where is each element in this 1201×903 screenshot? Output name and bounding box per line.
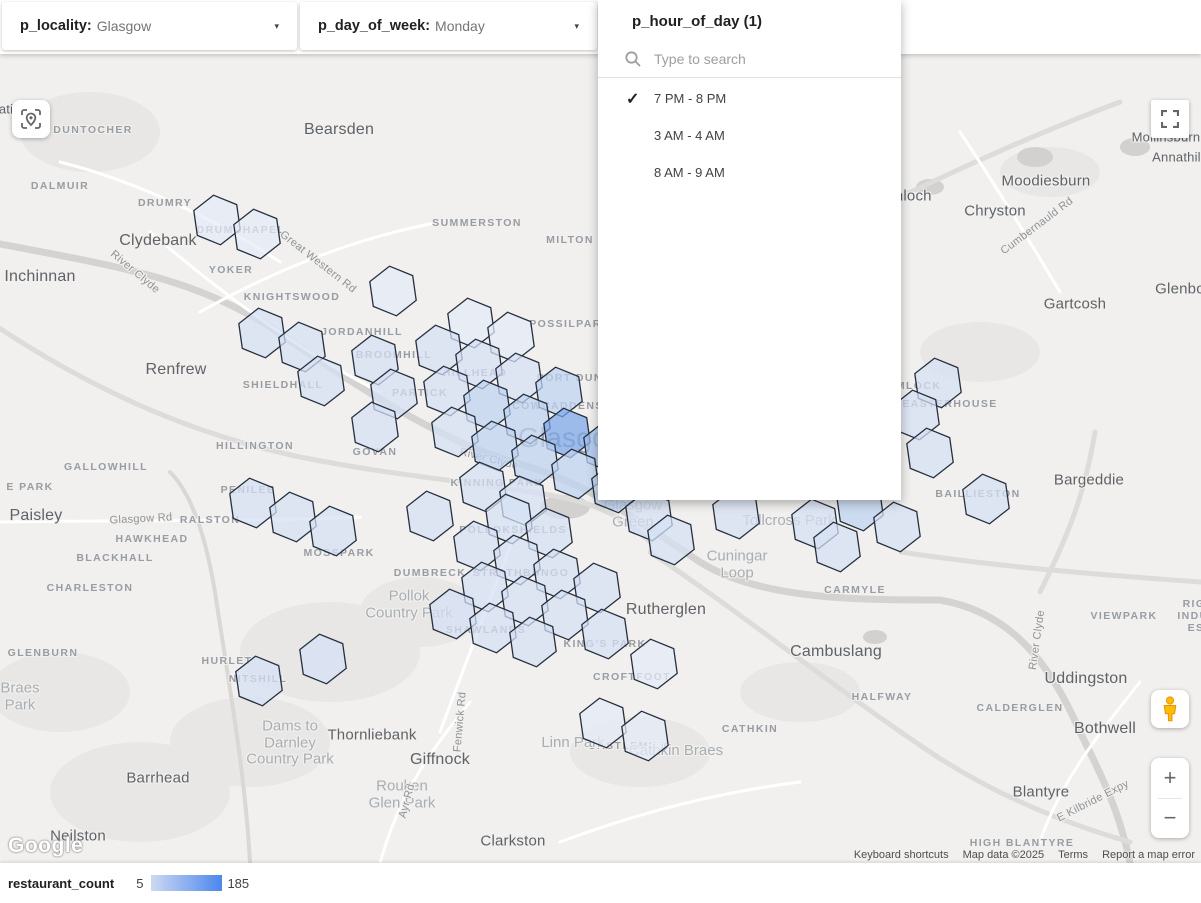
panel-divider [598, 77, 901, 78]
google-logo[interactable]: Google [8, 834, 84, 857]
fullscreen-icon [1161, 110, 1179, 128]
map-attribution: Keyboard shortcuts Map data ©2025 Terms … [854, 849, 1195, 861]
hexbin-cell[interactable] [630, 638, 678, 690]
hour-option-label: 7 PM - 8 PM [654, 91, 727, 106]
hexbin-cell[interactable] [235, 655, 283, 707]
zoom-divider [1158, 797, 1182, 799]
hexbin-cell[interactable] [229, 477, 277, 529]
check-icon: ✓ [626, 90, 640, 108]
hexbin-cell[interactable] [423, 365, 471, 417]
hexbin-cell[interactable] [429, 588, 477, 640]
chevron-down-icon: ▾ [574, 20, 579, 31]
hour-option-label: 3 AM - 4 AM [654, 128, 725, 143]
hexbin-cell[interactable] [351, 401, 399, 453]
hexbin-cell[interactable] [453, 520, 501, 572]
filter-locality-label: p_locality: [20, 18, 92, 34]
chevron-down-icon: ▾ [274, 20, 279, 31]
hexbin-svg [193, 194, 1010, 762]
legend-min-value: 5 [136, 875, 144, 891]
hexbin-cell[interactable] [581, 608, 629, 660]
hour-option-label: 8 AM - 9 AM [654, 165, 725, 180]
hour-of-day-panel: p_hour_of_day (1) ✓ 7 PM - 8 PM 3 AM - 4 A… [598, 0, 901, 500]
filter-day-of-week[interactable]: p_day_of_week: Monday ▾ [300, 2, 597, 50]
report-map-error-link[interactable]: Report a map error [1102, 849, 1195, 861]
hexbin-cell[interactable] [551, 448, 599, 500]
hexbin-cell[interactable] [962, 473, 1010, 525]
search-icon [625, 51, 641, 67]
zoom-out-button[interactable]: − [1163, 805, 1177, 831]
hexbin-cell[interactable] [299, 633, 347, 685]
hexbin-cell[interactable] [193, 194, 241, 246]
legend-max-value: 185 [227, 875, 250, 891]
hexbin-cell[interactable] [233, 208, 281, 260]
panel-title: p_hour_of_day (1) [632, 13, 763, 30]
legend-gradient [151, 875, 223, 891]
recenter-button[interactable] [12, 100, 50, 138]
filter-day-value: Monday [435, 18, 485, 34]
keyboard-shortcuts-link[interactable]: Keyboard shortcuts [853, 849, 949, 861]
hexbin-cell[interactable] [469, 602, 517, 654]
filter-locality-value: Glasgow [96, 18, 152, 34]
hexbin-cell[interactable] [369, 265, 417, 317]
legend-field-name: restaurant_count [8, 875, 115, 891]
filter-day-label: p_day_of_week: [318, 18, 431, 34]
hexbin-cell[interactable] [309, 505, 357, 557]
hour-option[interactable]: ✓ 7 PM - 8 PM [598, 80, 901, 117]
terms-link[interactable]: Terms [1058, 849, 1089, 861]
hexbin-cell[interactable] [297, 355, 345, 407]
search-input[interactable] [654, 51, 854, 67]
hexbin-cell[interactable] [647, 514, 695, 566]
pegman-button[interactable] [1151, 690, 1189, 728]
map-data-text: Map data ©2025 [962, 849, 1045, 861]
hexbin-cell[interactable] [406, 490, 454, 542]
recenter-pin-icon [21, 109, 41, 129]
legend-bar: restaurant_count 5 185 [0, 863, 1201, 903]
zoom-control: + − [1151, 758, 1189, 838]
hour-options: ✓ 7 PM - 8 PM 3 AM - 4 AM 8 AM - 9 AM [598, 80, 901, 191]
hexbin-cell[interactable] [579, 697, 627, 749]
pegman-icon [1163, 696, 1177, 722]
hexbin-cell[interactable] [873, 501, 921, 553]
hexbin-cell[interactable] [431, 406, 479, 458]
panel-search [598, 42, 901, 76]
hexbin-cell[interactable] [415, 324, 463, 376]
filter-locality[interactable]: p_locality: Glasgow ▾ [2, 2, 297, 50]
hour-option[interactable]: 8 AM - 9 AM [598, 154, 901, 191]
hexbin-cell[interactable] [509, 616, 557, 668]
hexbin-cell[interactable] [813, 521, 861, 573]
zoom-in-button[interactable]: + [1163, 764, 1177, 790]
fullscreen-button[interactable] [1151, 100, 1189, 138]
hexbin-cell[interactable] [621, 710, 669, 762]
hour-option[interactable]: 3 AM - 4 AM [598, 117, 901, 154]
hexbin-cell[interactable] [269, 491, 317, 543]
hexbin-cell[interactable] [906, 427, 954, 479]
hexbin-cell[interactable] [238, 307, 286, 359]
